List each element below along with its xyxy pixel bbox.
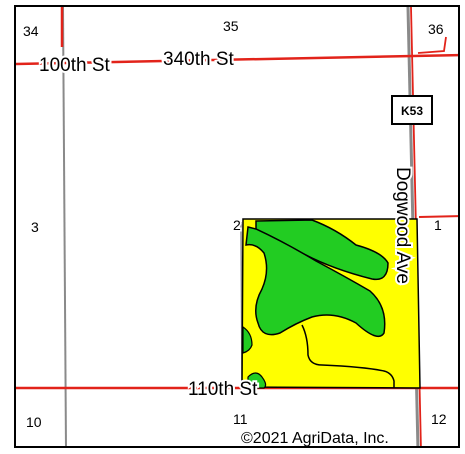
soil-boundary-line	[301, 324, 395, 388]
section-label-36: 36	[428, 21, 444, 37]
road-label-dogwood-ave: Dogwood Ave	[392, 167, 413, 284]
section-label-1: 1	[434, 217, 442, 233]
section-label-3: 3	[31, 219, 39, 235]
road-curve-ne	[417, 36, 447, 54]
soil-zone-left-edge	[242, 325, 253, 354]
section-label-10: 10	[26, 414, 42, 430]
road-stub-east	[418, 215, 458, 218]
road-north	[16, 53, 458, 66]
section-label-34: 34	[23, 23, 39, 39]
map-frame: K53 100th St 340th St 110th St Dogwood A…	[14, 5, 460, 448]
section-label-12: 12	[431, 411, 447, 427]
section-line-west	[62, 7, 67, 446]
soil-zone-bottom	[247, 372, 267, 389]
field-corner-marker: 2	[233, 217, 241, 233]
map-canvas: K53 100th St 340th St 110th St Dogwood A…	[16, 7, 458, 447]
road-label-340th-st: 340th St	[163, 49, 234, 70]
highway-shield-label: K53	[401, 104, 423, 118]
section-label-35: 35	[223, 18, 239, 34]
highway-shield: K53	[391, 95, 433, 125]
road-label-100th-st: 100th St	[39, 55, 110, 76]
road-label-110th-st: 110th St	[188, 379, 258, 400]
soil-zone-middle	[245, 226, 386, 338]
section-label-11: 11	[233, 411, 248, 427]
copyright-notice: ©2021 AgriData, Inc.	[241, 430, 389, 447]
